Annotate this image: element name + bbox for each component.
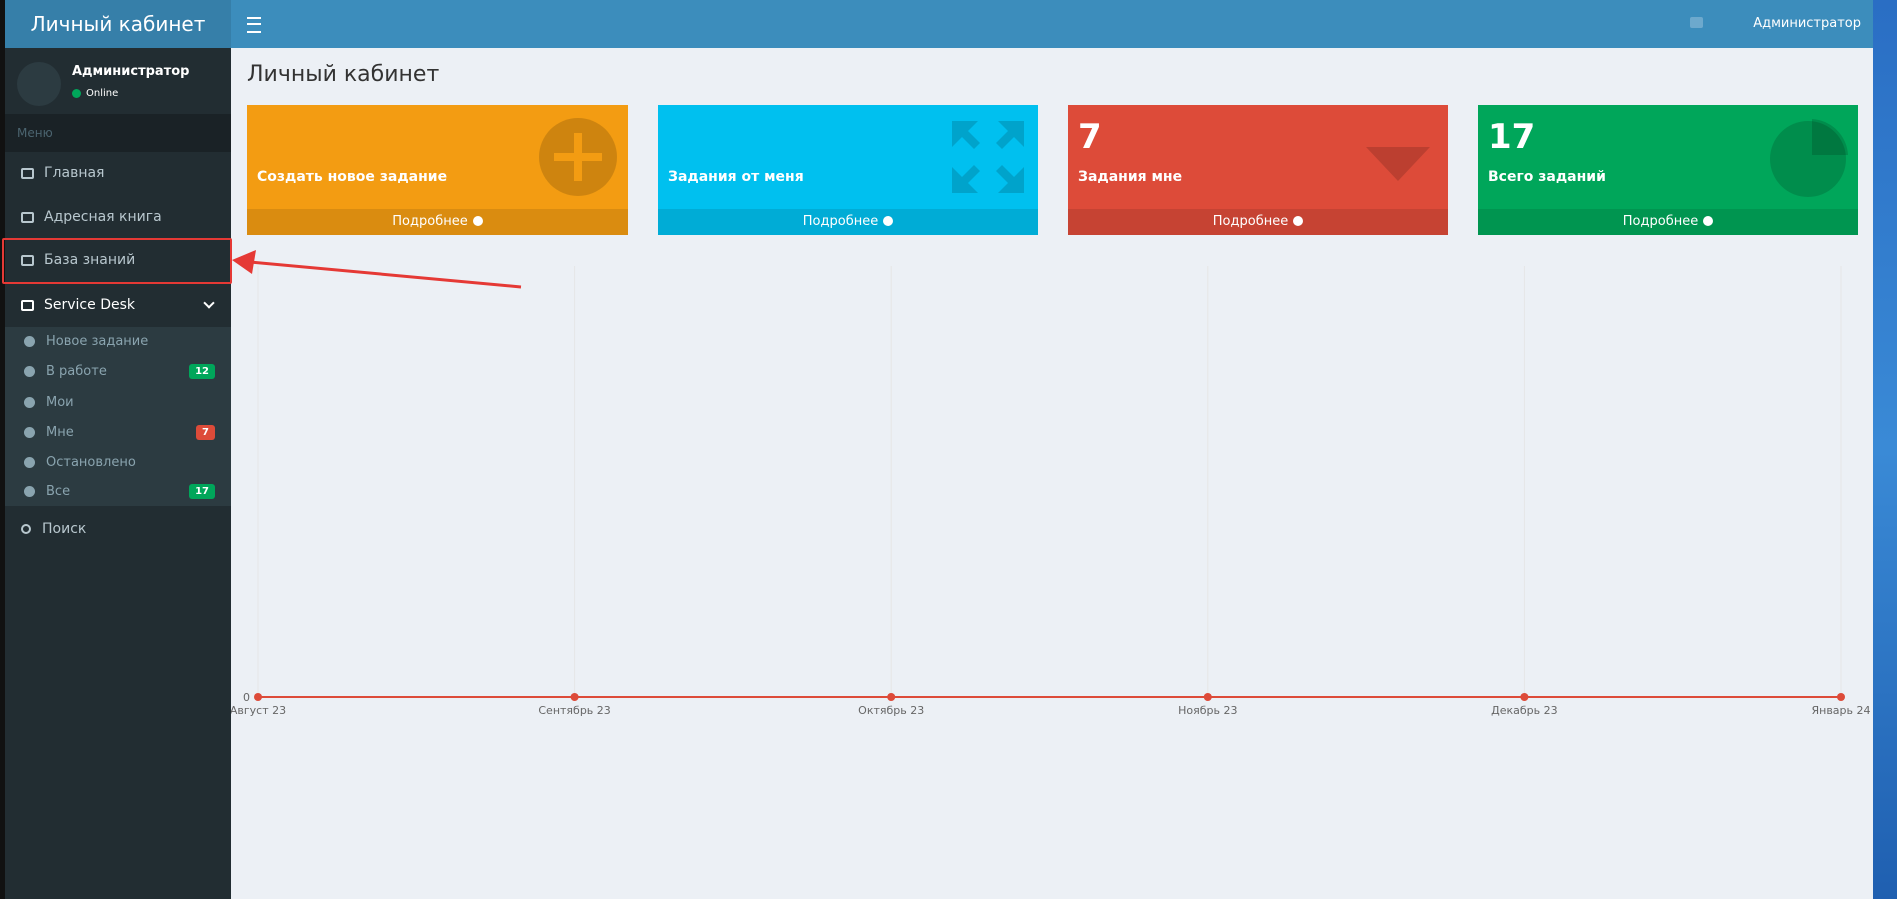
submenu-icon xyxy=(24,456,35,468)
footer-icon xyxy=(472,216,483,226)
submenu-icon xyxy=(24,365,35,377)
submenu-icon xyxy=(24,396,35,408)
badge: 17 xyxy=(189,483,215,499)
data-point xyxy=(1837,693,1845,701)
submenu-icon xyxy=(24,426,35,438)
data-point xyxy=(1203,693,1212,701)
search-icon xyxy=(21,524,31,534)
box-value: 17 xyxy=(1488,117,1536,157)
user-image xyxy=(17,62,61,106)
window-edge xyxy=(0,0,5,899)
submenu-item[interactable]: Новое задание xyxy=(5,327,231,355)
submenu-icon xyxy=(24,335,35,347)
box-icon xyxy=(1366,147,1430,181)
menu-icon xyxy=(21,167,34,179)
footer-icon xyxy=(1293,216,1304,226)
box-footer[interactable]: Подробнее xyxy=(247,209,628,235)
search-label: Поиск xyxy=(42,521,87,537)
x-tick-label: Август 23 xyxy=(231,704,286,717)
submenu-item[interactable]: Остановлено xyxy=(5,448,231,476)
submenu-icon xyxy=(24,485,35,497)
logo[interactable]: Личный кабинет xyxy=(5,0,231,48)
stat-box: Задания от меня Подробнее xyxy=(658,105,1038,235)
submenu-label: Остановлено xyxy=(46,454,136,470)
menu-item[interactable]: Service Desk xyxy=(5,291,231,319)
status-text: Online xyxy=(86,88,119,99)
footer-text: Подробнее xyxy=(1622,214,1699,229)
submenu xyxy=(5,327,231,506)
submenu-item[interactable]: Все 17 xyxy=(5,477,231,505)
x-tick-label: Январь 24 xyxy=(1811,704,1870,717)
user-menu[interactable]: Администратор xyxy=(1753,16,1861,31)
menu-toggle[interactable] xyxy=(247,17,261,33)
badge: 12 xyxy=(189,363,215,379)
menu-item[interactable]: Главная xyxy=(5,159,231,187)
box-label: Всего заданий xyxy=(1488,169,1606,185)
box-label: Создать новое задание xyxy=(257,169,448,185)
box-label: Задания от меня xyxy=(668,169,804,185)
navbar: Администратор xyxy=(231,0,1873,48)
status-dot xyxy=(72,89,81,98)
x-tick-label: Ноябрь 23 xyxy=(1178,704,1237,717)
box-footer[interactable]: Подробнее xyxy=(658,209,1038,235)
footer-text: Подробнее xyxy=(802,214,879,229)
submenu-item[interactable]: Мне 7 xyxy=(5,418,231,446)
submenu-item[interactable]: В работе 12 xyxy=(5,357,231,385)
stat-box: 7 Задания мне Подробнее xyxy=(1068,105,1448,235)
menu-icon xyxy=(21,211,34,223)
chevron xyxy=(203,297,215,309)
submenu-label: Мои xyxy=(46,394,74,410)
x-tick-label: Декабрь 23 xyxy=(1491,704,1558,717)
menu-item[interactable]: Адресная книга xyxy=(5,203,231,231)
box-footer[interactable]: Подробнее xyxy=(1068,209,1448,235)
submenu-label: Мне xyxy=(46,424,74,440)
chart: Август 23 Сентябрь 23 Октябрь 23 Ноябрь 23 Д… xyxy=(231,266,1871,717)
menu-header: Меню xyxy=(5,114,231,152)
x-tick-label: Сентябрь 23 xyxy=(538,704,610,717)
data-point xyxy=(1520,693,1529,701)
menu-label: Адресная книга xyxy=(44,209,162,225)
user-status: Online xyxy=(72,88,118,99)
box-label: Задания мне xyxy=(1078,169,1183,185)
stat-box: 17 Всего заданий Подробнее xyxy=(1478,105,1858,235)
menu-item[interactable]: Поиск xyxy=(5,515,231,543)
box-footer[interactable]: Подробнее xyxy=(1478,209,1858,235)
data-point xyxy=(570,693,579,701)
submenu-item[interactable]: Мои xyxy=(5,388,231,416)
desktop-edge xyxy=(1873,0,1897,899)
highlight-box xyxy=(2,238,232,284)
menu-item[interactable]: База знаний xyxy=(5,246,231,274)
submenu-label: В работе xyxy=(46,363,107,379)
submenu-label: Новое задание xyxy=(46,333,149,349)
box-icon xyxy=(952,121,1024,193)
footer-icon xyxy=(1703,216,1714,226)
footer-text: Подробнее xyxy=(1212,214,1289,229)
page-title: Личный кабинет xyxy=(247,62,440,87)
box-value: 7 xyxy=(1078,117,1102,157)
footer-icon xyxy=(883,216,894,226)
badge: 7 xyxy=(196,424,215,440)
data-point xyxy=(887,693,896,701)
menu-icon xyxy=(21,254,34,266)
menu-icon xyxy=(21,299,34,311)
submenu-label: Все xyxy=(46,483,71,499)
y-tick-label: 0 xyxy=(243,691,250,704)
stat-box: Создать новое задание Подробнее xyxy=(247,105,628,235)
menu-label: Главная xyxy=(44,165,105,181)
annotation-arrow xyxy=(232,250,522,289)
data-point xyxy=(254,693,262,701)
box-icon xyxy=(539,118,617,196)
user-avatar xyxy=(1690,17,1703,28)
menu-label: База знаний xyxy=(44,252,136,268)
footer-text: Подробнее xyxy=(392,214,468,229)
x-tick-label: Октябрь 23 xyxy=(858,704,924,717)
menu-label: Service Desk xyxy=(44,297,135,313)
user-name: Администратор xyxy=(72,64,190,79)
sidebar: Администратор Online Меню xyxy=(5,48,231,899)
box-icon xyxy=(1770,119,1848,197)
